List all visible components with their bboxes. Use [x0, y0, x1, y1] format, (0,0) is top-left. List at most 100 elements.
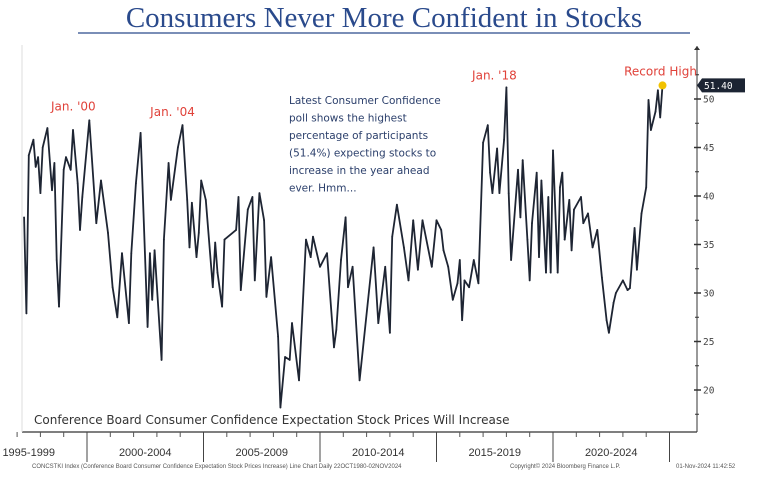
- data-point: [421, 219, 424, 222]
- data-point: [100, 179, 102, 182]
- data-point: [65, 156, 67, 159]
- data-point: [284, 356, 286, 358]
- x-period-label: 2015-2019: [468, 447, 521, 459]
- data-point: [149, 252, 151, 255]
- data-point: [395, 203, 398, 206]
- data-point: [540, 179, 543, 182]
- data-point: [76, 182, 79, 185]
- data-point: [298, 379, 300, 382]
- data-point: [505, 86, 508, 89]
- data-point: [258, 192, 261, 194]
- annotation-line: (51.4%) expecting stocks to: [289, 148, 436, 160]
- data-point: [237, 196, 240, 198]
- data-point: [580, 196, 582, 198]
- data-point: [46, 127, 49, 129]
- data-point: [649, 129, 652, 131]
- data-point: [246, 208, 249, 211]
- annotation-line: poll shows the highest: [289, 113, 407, 125]
- data-point: [111, 286, 114, 289]
- data-point: [440, 229, 443, 231]
- data-point: [221, 305, 224, 308]
- callout-label: Jan. '04: [149, 105, 195, 119]
- data-point: [253, 279, 256, 282]
- data-point: [556, 271, 559, 274]
- data-point: [107, 231, 109, 234]
- data-point: [62, 168, 65, 171]
- data-point: [51, 189, 53, 192]
- callout-label: Record High: [624, 64, 697, 78]
- data-point: [146, 326, 149, 328]
- annotation-line: percentage of participants: [289, 130, 428, 142]
- data-point: [265, 295, 268, 298]
- data-point: [517, 168, 519, 171]
- data-point: [25, 312, 28, 315]
- data-point: [456, 282, 459, 285]
- data-point: [263, 219, 265, 222]
- data-point: [570, 249, 573, 252]
- data-point: [435, 219, 438, 222]
- data-point: [32, 138, 35, 141]
- data-point: [72, 129, 74, 131]
- data-point: [633, 227, 636, 229]
- data-point: [372, 246, 375, 249]
- data-point: [34, 166, 37, 168]
- data-point: [312, 235, 314, 238]
- data-point: [116, 316, 119, 319]
- data-point: [601, 276, 603, 279]
- data-point: [547, 196, 550, 198]
- data-point: [656, 89, 659, 92]
- data-point: [195, 256, 198, 259]
- data-point: [139, 132, 142, 134]
- data-point: [521, 159, 524, 162]
- data-point: [468, 286, 471, 289]
- data-point: [608, 331, 610, 334]
- data-point: [573, 208, 575, 211]
- data-point: [472, 259, 475, 261]
- footer-timestamp: 01-Nov-2024 11:42:52: [676, 464, 736, 470]
- data-point: [128, 322, 130, 324]
- data-point: [309, 256, 312, 259]
- data-point: [176, 146, 179, 149]
- data-point: [402, 246, 405, 249]
- y-tick-label: 35: [703, 240, 714, 251]
- data-point: [291, 322, 293, 324]
- data-point: [538, 256, 540, 259]
- data-point: [477, 282, 480, 285]
- x-period-label: 2005-2009: [235, 447, 288, 459]
- x-period-label: 1995-1999: [2, 447, 55, 459]
- footer-source: CONCSTKI Index (Conference Board Consume…: [32, 464, 402, 470]
- data-point: [279, 406, 282, 409]
- annotation-text: Latest Consumer Confidence poll shows the…: [289, 95, 441, 195]
- footer-copyright: Copyright© 2024 Bloomberg Finance L.P.: [510, 463, 621, 470]
- data-point: [615, 292, 617, 294]
- series-path: [23, 85, 664, 409]
- data-point: [482, 141, 484, 144]
- data-point: [239, 289, 242, 291]
- data-point: [333, 346, 335, 349]
- y-tick-label: 25: [703, 337, 714, 348]
- annotation-line: ever. Hmm...: [289, 183, 357, 195]
- data-point: [27, 154, 30, 157]
- annotation-line: Latest Consumer Confidence: [289, 95, 441, 107]
- data-point: [335, 328, 338, 331]
- data-point: [200, 179, 203, 182]
- data-point: [162, 238, 165, 241]
- legend-label: Conference Board Consumer Confidence Exp…: [34, 413, 509, 427]
- data-point: [582, 222, 585, 225]
- data-point: [181, 124, 184, 127]
- data-point: [498, 192, 501, 194]
- x-period-label: 2020-2024: [585, 447, 638, 459]
- chart-title: Consumers Never More Confident in Stocks: [126, 2, 642, 34]
- data-point: [510, 259, 512, 261]
- data-point: [55, 259, 58, 261]
- data-point: [211, 286, 214, 289]
- data-point: [519, 216, 522, 219]
- data-point: [340, 259, 342, 261]
- data-point: [458, 259, 461, 261]
- data-point: [88, 119, 91, 122]
- data-point: [23, 216, 25, 219]
- annotation-line: increase in the year ahead: [289, 165, 429, 177]
- data-point: [626, 289, 629, 291]
- data-point: [486, 124, 489, 127]
